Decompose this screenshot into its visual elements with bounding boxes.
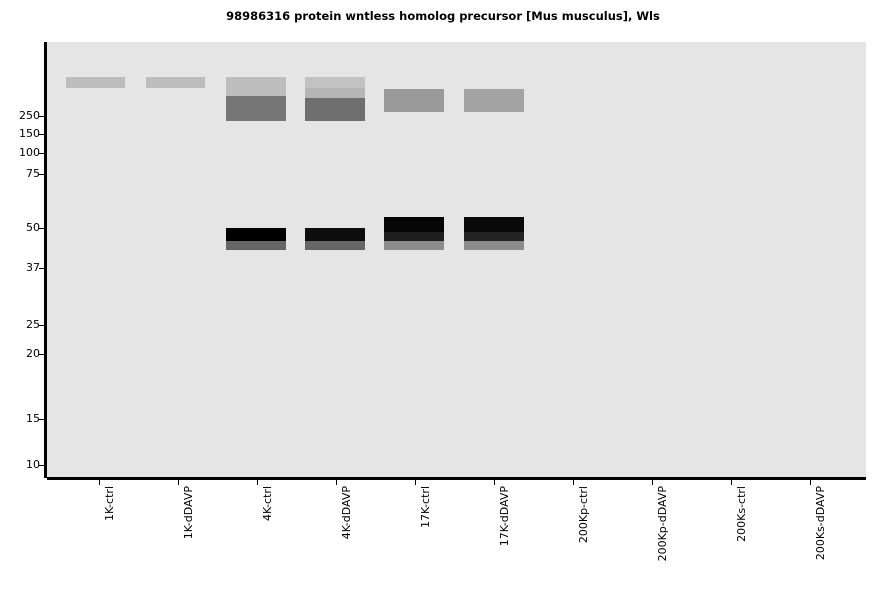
y-tick-label: 100	[19, 146, 40, 159]
x-tick-label-200ks-ddavp: 200Ks-dDAVP	[814, 486, 827, 561]
x-tick-mark	[336, 480, 337, 485]
x-tick-label-1k-ddavp: 1K-dDAVP	[182, 486, 195, 540]
x-tick-mark	[178, 480, 179, 485]
x-tick-mark	[652, 480, 653, 485]
y-tick-mark	[39, 116, 44, 117]
y-tick-label-wrap: 37	[8, 262, 40, 274]
y-tick-label-wrap: 100	[8, 147, 40, 159]
y-tick-label: 15	[26, 412, 40, 425]
gel-band-4k-ddavp	[305, 88, 365, 98]
gel-band-4k-ddavp	[305, 77, 365, 88]
x-tick-label-17k-ddavp: 17K-dDAVP	[498, 486, 511, 547]
x-axis-line	[47, 477, 866, 480]
y-tick-mark	[39, 465, 44, 466]
gel-band-4k-ddavp	[305, 228, 365, 241]
x-tick-mark	[494, 480, 495, 485]
x-tick-label-200kp-ddavp: 200Kp-dDAVP	[656, 486, 669, 562]
gel-band-17k-ddavp	[464, 89, 524, 112]
y-tick-label-wrap: 20	[8, 348, 40, 360]
y-tick-label-wrap: 75	[8, 168, 40, 180]
gel-band-17k-ddavp	[464, 232, 524, 241]
gel-band-17k-ddavp	[464, 217, 524, 232]
gel-band-4k-ctrl	[226, 228, 286, 241]
y-tick-mark	[39, 153, 44, 154]
y-tick-label-wrap: 15	[8, 413, 40, 425]
gel-band-1k-ctrl	[66, 77, 125, 88]
x-tick-label-4k-ctrl: 4K-ctrl	[261, 486, 274, 521]
y-tick-label: 150	[19, 127, 40, 140]
x-tick-mark	[731, 480, 732, 485]
page-title: 98986316 protein wntless homolog precurs…	[226, 9, 660, 23]
y-tick-mark	[39, 268, 44, 269]
x-tick-mark	[810, 480, 811, 485]
y-tick-mark	[39, 419, 44, 420]
x-tick-label-1k-ctrl: 1K-ctrl	[103, 486, 116, 521]
x-tick-label-4k-ddavp: 4K-dDAVP	[340, 486, 353, 540]
gel-band-17k-ctrl	[384, 89, 444, 112]
plot-area	[47, 42, 866, 477]
y-tick-mark	[39, 325, 44, 326]
gel-band-17k-ddavp	[464, 241, 524, 250]
y-tick-label-wrap: 25	[8, 319, 40, 331]
y-tick-mark	[39, 134, 44, 135]
y-tick-label-wrap: 10	[8, 459, 40, 471]
gel-band-4k-ddavp	[305, 98, 365, 121]
gel-band-4k-ctrl	[226, 96, 286, 121]
y-tick-label-wrap: 250	[8, 110, 40, 122]
x-tick-label-200kp-ctrl: 200Kp-ctrl	[577, 486, 590, 544]
x-tick-label-17k-ctrl: 17K-ctrl	[419, 486, 432, 528]
y-tick-label: 20	[26, 347, 40, 360]
gel-band-4k-ddavp	[305, 241, 365, 250]
x-tick-mark	[99, 480, 100, 485]
y-tick-label-wrap: 150	[8, 128, 40, 140]
x-tick-label-200ks-ctrl: 200Ks-ctrl	[735, 486, 748, 542]
y-tick-mark	[39, 354, 44, 355]
x-tick-mark	[257, 480, 258, 485]
y-axis-line	[44, 42, 47, 478]
y-tick-label: 10	[26, 458, 40, 471]
y-tick-label: 37	[26, 261, 40, 274]
gel-band-17k-ctrl	[384, 217, 444, 232]
y-tick-label: 50	[26, 221, 40, 234]
gel-band-17k-ctrl	[384, 241, 444, 250]
x-tick-mark	[573, 480, 574, 485]
y-tick-label: 75	[26, 167, 40, 180]
y-tick-mark	[39, 228, 44, 229]
gel-band-17k-ctrl	[384, 232, 444, 241]
y-tick-label-wrap: 50	[8, 222, 40, 234]
y-tick-label: 250	[19, 109, 40, 122]
y-tick-label: 25	[26, 318, 40, 331]
y-tick-mark	[39, 174, 44, 175]
gel-band-4k-ctrl	[226, 241, 286, 250]
gel-band-4k-ctrl	[226, 77, 286, 96]
x-tick-mark	[415, 480, 416, 485]
gel-band-1k-ddavp	[146, 77, 205, 88]
